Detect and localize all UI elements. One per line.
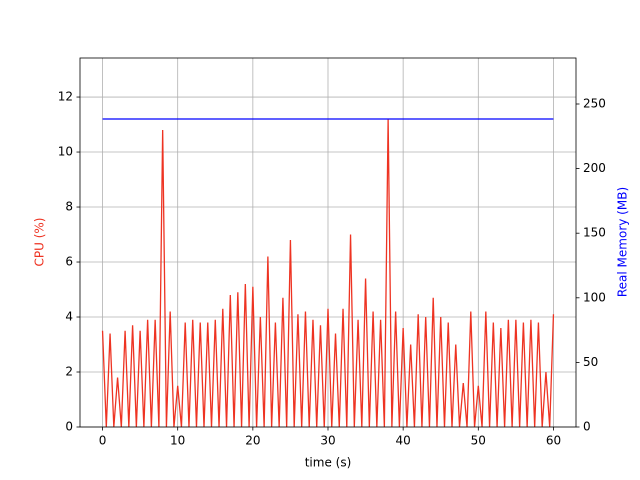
y-tick-label: 4 (65, 310, 73, 324)
y2-tick-label: 200 (583, 161, 606, 175)
x-axis-label: time (s) (305, 456, 352, 470)
line-series (101, 119, 555, 427)
y2-tick-label: 100 (583, 290, 606, 304)
y-tick-label: 0 (65, 420, 73, 434)
x-tick-label: 60 (546, 434, 561, 448)
y-axis-label: CPU (%) (33, 218, 47, 267)
y-tick-label: 10 (58, 145, 73, 159)
grid (80, 58, 576, 428)
y2-tick-label: 150 (583, 226, 606, 240)
y-tick-label: 6 (65, 255, 73, 269)
x-tick-label: 20 (245, 434, 260, 448)
y-tick-label: 2 (65, 365, 73, 379)
x-tick-label: 10 (170, 434, 185, 448)
x-tick-label: 50 (471, 434, 486, 448)
y2-axis-label: Real Memory (MB) (616, 187, 630, 297)
x-tick-label: 0 (99, 434, 107, 448)
y-tick-label: 8 (65, 200, 73, 214)
x-tick-label: 30 (320, 434, 335, 448)
y2-tick-label: 250 (583, 96, 606, 110)
y-tick-label: 12 (58, 90, 73, 104)
plot-area (101, 118, 555, 427)
y2-tick-label: 50 (583, 355, 598, 369)
ticks: 0 10 20 30 40 50 60 0 2 4 6 8 10 12 0 50 100 150 200 250 (58, 90, 606, 448)
y2-tick-label: 0 (583, 420, 591, 434)
x-tick-label: 40 (396, 434, 411, 448)
